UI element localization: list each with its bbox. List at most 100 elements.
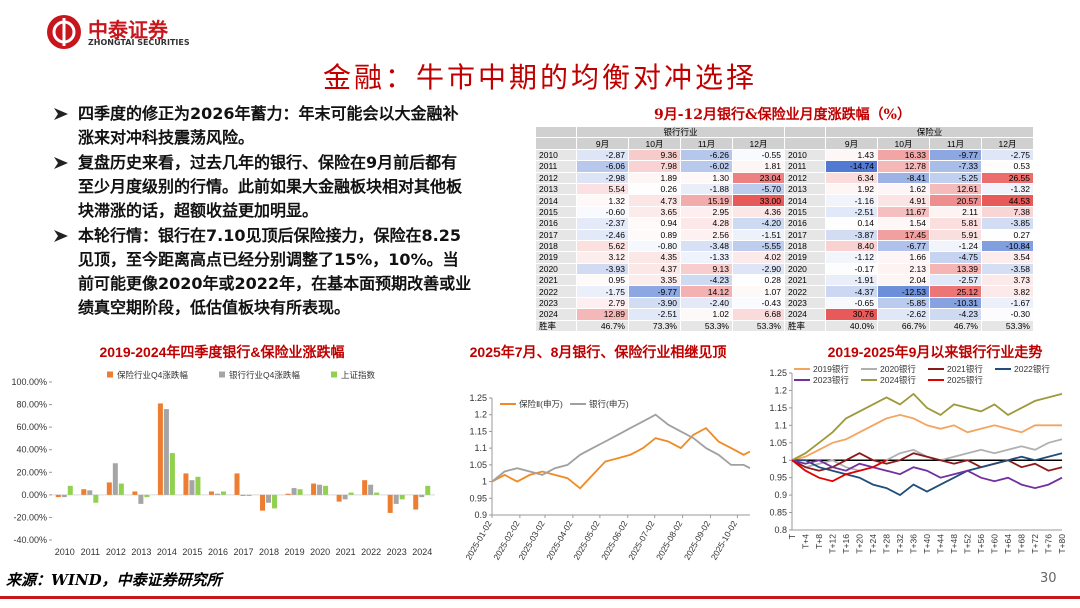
value-cell: -6.77	[877, 239, 930, 253]
bar	[368, 484, 374, 495]
bar	[374, 492, 380, 495]
year-cell: 2020	[535, 262, 577, 276]
legend-swatch	[107, 371, 113, 378]
value-cell: -5.25	[929, 171, 982, 184]
year-cell: 2013	[535, 182, 577, 196]
bar	[260, 494, 266, 511]
winrate-row: 胜率 46.7% 73.3% 53.3% 53.3% 胜率 40.0% 66.7% 46.7% 5…	[535, 319, 1034, 333]
header-row: 银行行业 保险业	[535, 125, 1034, 139]
y-tick-label: 0.95	[769, 473, 787, 483]
year-cell: 2017	[784, 228, 826, 241]
year-cell: 2012	[784, 171, 826, 184]
bar	[183, 473, 189, 495]
table-title: 9月-12月银行&保险业月度涨跌幅（%）	[654, 107, 911, 123]
value-cell: 4.28	[680, 217, 733, 230]
x-tick-label: T+24	[868, 534, 878, 554]
bullet: 本轮行情：银行在7.10见顶后保险接力，保险在8.25见顶，至今距离高点已经分别…	[52, 224, 472, 320]
legend-label: 保险行业Q4涨跌幅	[117, 370, 188, 380]
value-cell: 2.13	[877, 262, 930, 276]
value-cell: -9.77	[929, 148, 982, 162]
value-cell: 26.55	[981, 171, 1034, 184]
x-tick-label: T+16	[841, 534, 851, 554]
bar	[246, 494, 252, 496]
x-tick-label: 2016	[208, 547, 228, 557]
bar	[291, 488, 297, 495]
y-tick-label: 1.1	[474, 443, 487, 453]
value-cell: 3.82	[981, 285, 1034, 298]
value-cell: 0.89	[628, 228, 681, 241]
bar	[240, 494, 246, 496]
bar	[393, 494, 399, 504]
bar	[323, 485, 329, 495]
bar	[342, 494, 348, 500]
footer-line	[0, 596, 1080, 599]
value-cell: -6.26	[680, 148, 733, 162]
month-header: 10月	[628, 137, 681, 150]
value-cell: -9.77	[628, 285, 681, 298]
value-cell: 4.36	[732, 205, 785, 219]
bullet-text: 复盘历史来看，过去几年的银行、保险在9月前后都有至少月度级别的行情。此前如果大金…	[78, 153, 463, 220]
bullet-icon	[54, 108, 68, 120]
value-cell: -2.87	[576, 148, 629, 162]
line	[791, 459, 1063, 490]
year-cell: 2014	[784, 194, 826, 207]
value-cell: -1.16	[825, 194, 878, 207]
value-cell: 9.13	[680, 262, 733, 276]
value-cell: -1.67	[981, 296, 1034, 310]
value-cell: -0.30	[981, 308, 1034, 321]
value-cell: 3.65	[628, 205, 681, 219]
y-tick-label: 1.15	[469, 426, 487, 436]
chart-title: 2019-2025年9月以来银行行业走势	[828, 344, 1043, 360]
value-cell: 1.66	[877, 251, 930, 264]
legend-label: 上证指数	[341, 370, 376, 380]
value-cell: -2.46	[576, 228, 629, 241]
value-cell: 8.40	[825, 239, 878, 253]
value-cell: 12.61	[929, 182, 982, 196]
bar	[157, 403, 163, 495]
value-cell: -10.31	[929, 296, 982, 310]
year-cell: 2015	[535, 205, 577, 219]
value-cell: 0.53	[981, 160, 1034, 173]
x-tick-label: 2022	[361, 547, 381, 557]
year-cell: 2014	[535, 194, 577, 207]
table-row: 2015 -0.60 3.65 2.95 4.36 2015 -2.51 11.67 2.11 7…	[535, 205, 1034, 219]
year-cell: 2010	[535, 148, 577, 162]
table-row: 2022 -1.75 -9.77 14.12 1.07 2022 -4.37 -12.53 25…	[535, 285, 1034, 298]
y-tick-label: 1.05	[769, 438, 787, 448]
y-tick-label: 20.00%	[16, 467, 47, 477]
value-cell: -1.12	[825, 251, 878, 264]
value-cell: 5.91	[929, 228, 982, 241]
year-cell: 2013	[784, 182, 826, 196]
value-cell: -2.51	[825, 205, 878, 219]
winrate-cell: 53.3%	[732, 319, 785, 333]
year-cell: 2024	[535, 308, 577, 321]
y-tick-label: 0.8	[774, 525, 787, 535]
x-tick-label: 2018	[259, 547, 279, 557]
year-cell: 2017	[535, 228, 577, 241]
value-cell: 12.78	[877, 160, 930, 173]
value-cell: 16.33	[877, 148, 930, 162]
x-tick-label: T+60	[990, 534, 1000, 554]
bar	[55, 494, 61, 498]
y-tick-label: 0.9	[474, 510, 487, 520]
table-row: 2011 -6.06 7.98 -6.02 1.81 2011 -14.74 12.78 -7.…	[535, 160, 1034, 173]
year-cell: 2018	[535, 239, 577, 253]
year-cell: 2023	[784, 296, 826, 310]
value-cell: -6.02	[680, 160, 733, 173]
year-cell: 2022	[784, 285, 826, 298]
winrate-cell: 66.7%	[877, 319, 930, 333]
month-header: 11月	[929, 137, 982, 150]
bar	[387, 494, 393, 513]
table-row: 2020 -3.93 4.37 9.13 -2.90 2020 -0.17 2.13 13.39…	[535, 262, 1034, 276]
bar	[419, 494, 425, 498]
bar	[87, 490, 93, 495]
logo-text: 中泰证券	[88, 18, 168, 42]
value-cell: 3.54	[981, 251, 1034, 264]
winrate-cell: 46.7%	[929, 319, 982, 333]
value-cell: 2.11	[929, 205, 982, 219]
x-tick-label: 2025-08-02	[654, 519, 685, 562]
bar	[118, 483, 124, 495]
legend-label: 银行行业Q4涨跌幅	[229, 370, 300, 380]
x-tick-label: T+68	[1017, 534, 1027, 554]
month-header: 12月	[732, 137, 785, 150]
